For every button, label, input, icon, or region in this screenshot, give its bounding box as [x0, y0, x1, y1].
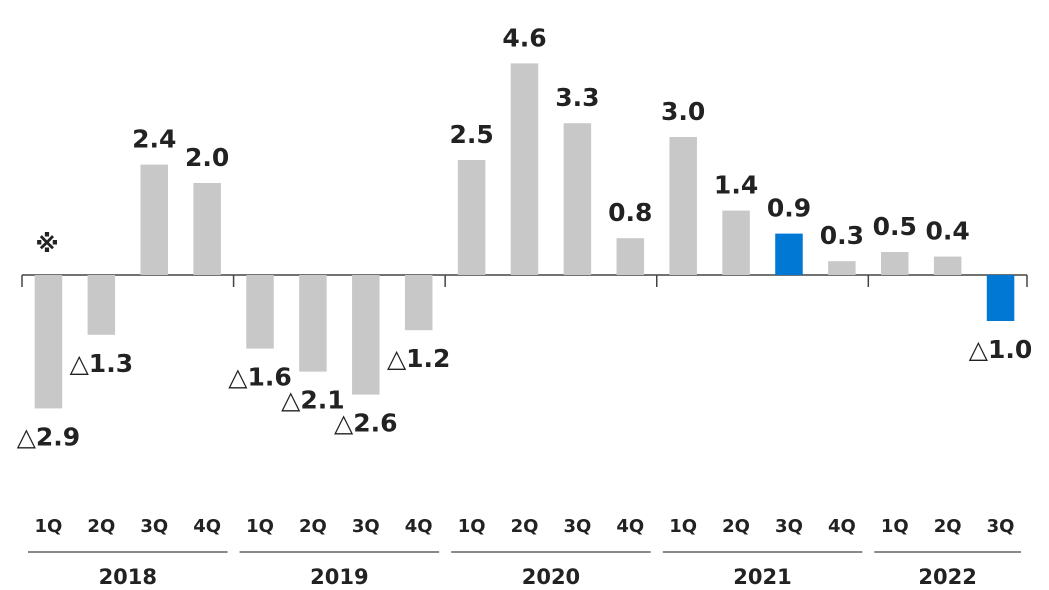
bar — [616, 238, 645, 275]
group-label: 2020 — [522, 565, 580, 589]
x-tick-label: 2Q — [299, 516, 327, 537]
value-label: 0.3 — [820, 221, 864, 250]
bar — [457, 160, 486, 275]
value-label: 2.5 — [449, 120, 493, 149]
x-tick-label: 3Q — [140, 516, 168, 537]
value-label: 0.8 — [608, 198, 652, 227]
value-label: 0.9 — [767, 194, 811, 223]
value-label: 1.4 — [714, 171, 758, 200]
x-tick-label: 1Q — [881, 516, 909, 537]
bar — [404, 275, 433, 331]
x-tick-label: 4Q — [193, 516, 221, 537]
group-label: 2022 — [918, 565, 976, 589]
group-label: 2018 — [99, 565, 157, 589]
x-tick-label: 2Q — [722, 516, 750, 537]
bar — [986, 275, 1015, 321]
x-tick-label: 1Q — [35, 516, 63, 537]
value-label: 2.0 — [185, 143, 229, 172]
bar — [140, 164, 168, 275]
x-tick-label: 3Q — [987, 516, 1015, 537]
bar — [722, 210, 750, 275]
value-label: △2.9 — [17, 422, 81, 451]
x-tick-label: 2Q — [934, 516, 962, 537]
bar — [510, 63, 539, 276]
bar — [669, 137, 697, 275]
value-label: △1.0 — [969, 335, 1033, 364]
x-tick-label: 3Q — [352, 516, 380, 537]
bar — [563, 123, 592, 275]
x-tick-label: 4Q — [828, 516, 856, 537]
x-tick-label: 2Q — [511, 516, 539, 537]
value-label: 4.6 — [502, 23, 546, 52]
x-tick-label: 3Q — [563, 516, 591, 537]
bar — [933, 256, 962, 275]
bar — [299, 275, 327, 372]
x-tick-label: 1Q — [246, 516, 274, 537]
bar — [352, 275, 380, 395]
bar — [193, 183, 221, 275]
x-tick-label: 1Q — [458, 516, 486, 537]
value-label: △1.3 — [70, 349, 134, 378]
value-label: 0.5 — [873, 212, 917, 241]
value-label: 2.4 — [132, 125, 176, 154]
value-label: △2.1 — [281, 386, 345, 415]
value-label: △1.2 — [387, 344, 451, 373]
bar — [87, 275, 116, 335]
value-label: 3.0 — [661, 97, 705, 126]
bar — [881, 252, 909, 275]
bar — [34, 275, 63, 409]
x-tick-label: 3Q — [775, 516, 803, 537]
x-tick-label: 1Q — [669, 516, 697, 537]
value-label: 3.3 — [555, 83, 599, 112]
group-label: 2021 — [733, 565, 791, 589]
bar — [246, 275, 274, 349]
value-label: △2.6 — [334, 409, 398, 438]
x-tick-label: 2Q — [87, 516, 115, 537]
x-tick-label: 4Q — [405, 516, 433, 537]
x-tick-label: 4Q — [616, 516, 644, 537]
value-label: 0.4 — [926, 217, 970, 246]
value-label: △1.6 — [228, 363, 292, 392]
bar — [828, 261, 856, 275]
annotation: ※ — [35, 230, 58, 258]
group-label: 2019 — [310, 565, 368, 589]
bar — [775, 233, 803, 275]
